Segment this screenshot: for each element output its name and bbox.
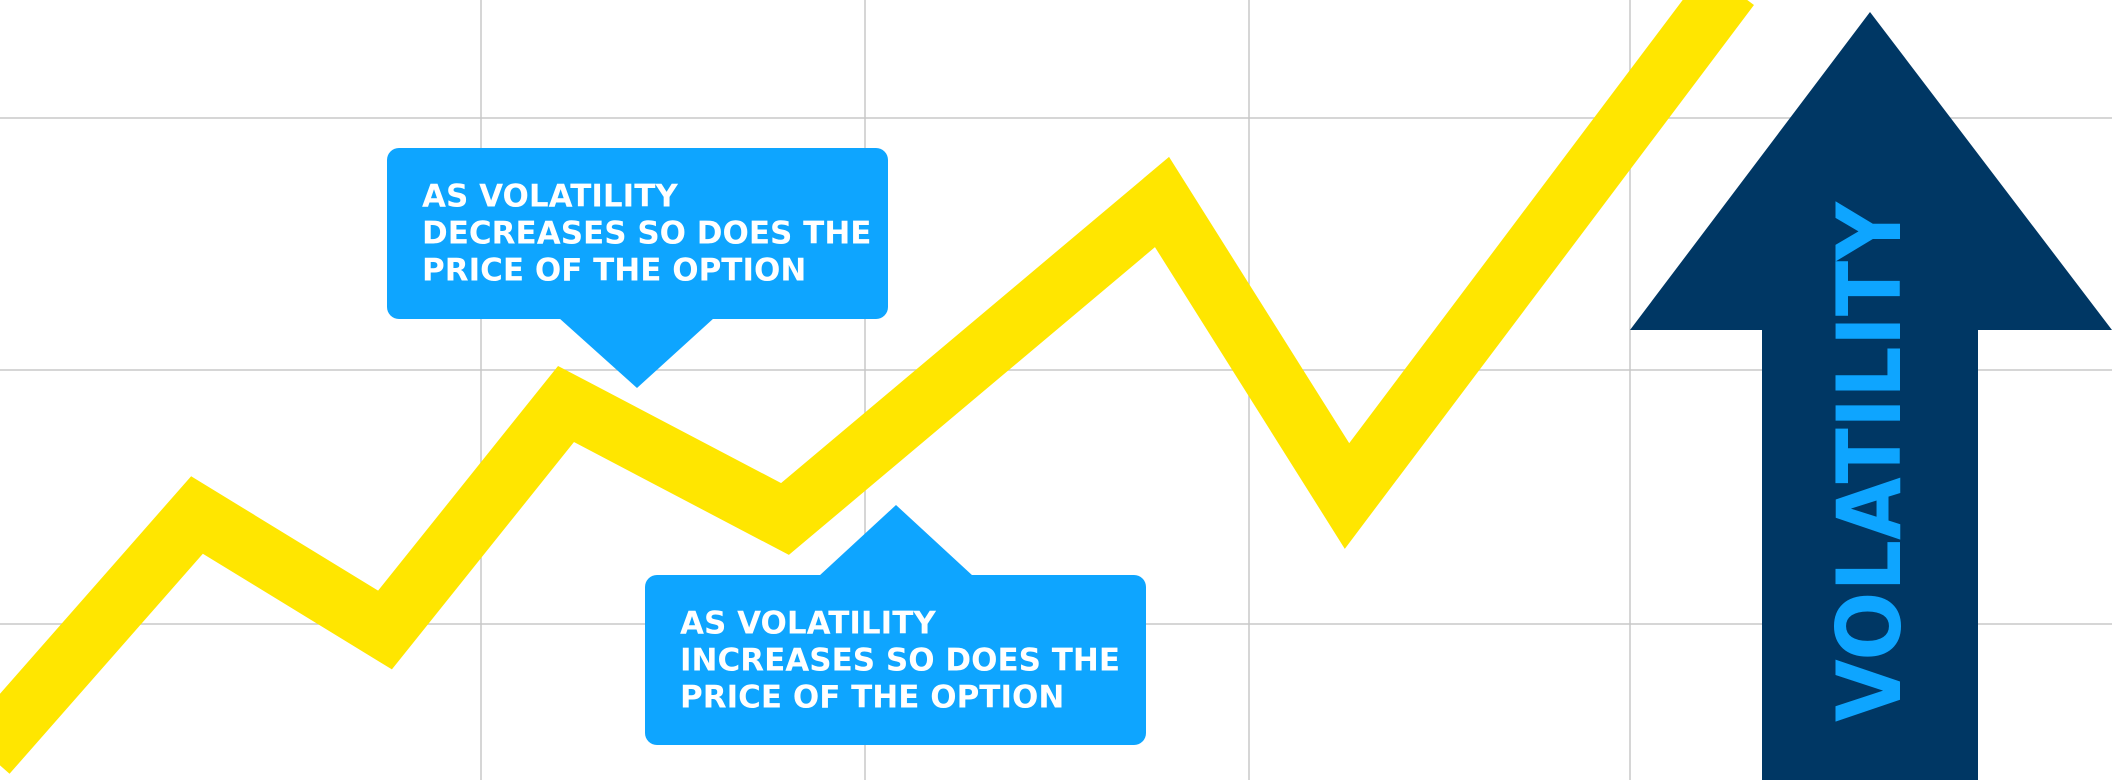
callout-text: PRICE OF THE OPTION <box>422 253 806 289</box>
callout-pointer <box>819 505 973 576</box>
callout: AS VOLATILITY INCREASES SO DOES THE PRIC… <box>645 505 1146 745</box>
arrow-shape <box>1630 12 2112 780</box>
callout-text: PRICE OF THE OPTION <box>680 680 1064 716</box>
callout-text: INCREASES SO DOES THE <box>680 643 1120 679</box>
callout-text: AS VOLATILITY <box>422 179 678 215</box>
callout-text: DECREASES SO DOES THE <box>422 216 871 252</box>
arrow-label: VOLATILITY <box>1818 201 1921 722</box>
callout-box <box>387 148 888 319</box>
callout-text: AS VOLATILITY <box>680 606 936 642</box>
callout: AS VOLATILITY DECREASES SO DOES THE PRIC… <box>387 148 888 388</box>
callout-pointer <box>559 318 714 388</box>
price-line <box>0 0 1754 774</box>
callout-box <box>645 575 1146 745</box>
arrow: VOLATILITY <box>1630 12 2112 780</box>
